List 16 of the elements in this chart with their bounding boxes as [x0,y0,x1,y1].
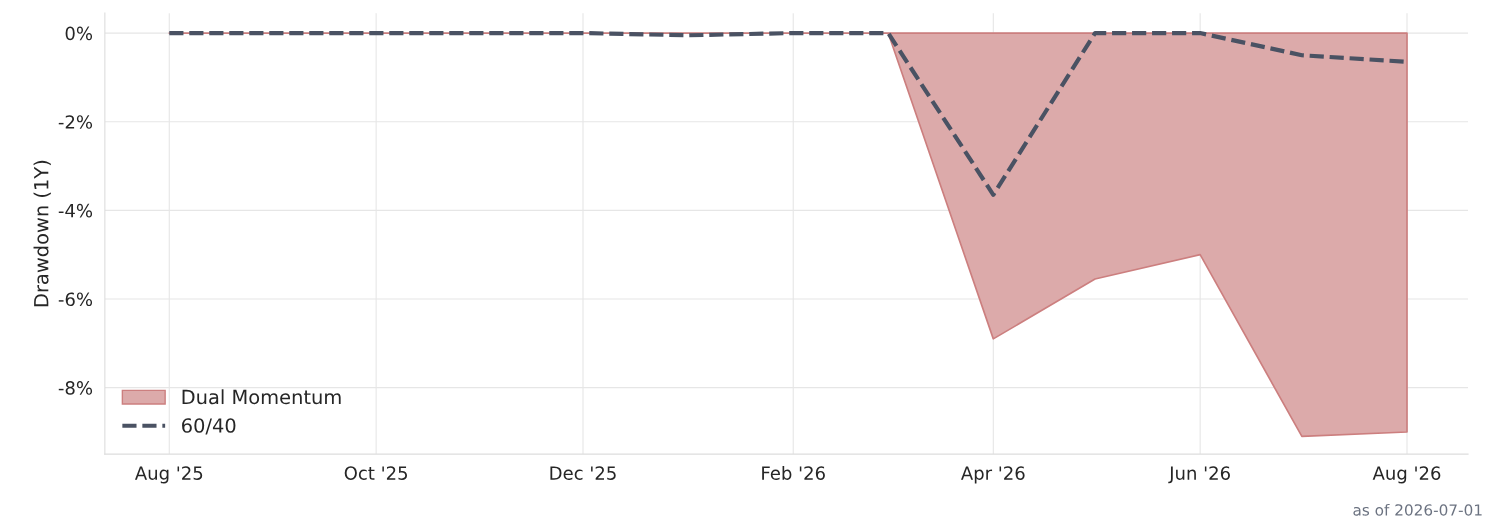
legend-label: Dual Momentum [182,389,341,405]
y-tick-label: 0% [65,26,93,41]
y-tick-label: -2% [58,115,93,129]
legend-label: 60/40 [182,418,236,435]
x-tick-label: Aug '25 [134,466,203,484]
x-tick-label: Aug '26 [1372,466,1441,484]
y-tick-label: -6% [58,292,93,307]
text: as of 2026-07-01 [1353,503,1482,516]
y-tick-label: -8% [58,381,93,395]
x-tick-label: Oct '25 [344,466,408,480]
x-tick-label: Jun '26 [1168,466,1230,484]
x-tick-label: Feb '26 [762,465,825,480]
y-axis-title: Drawdown (1Y) [33,160,51,307]
y-tick-label: -4% [58,203,93,218]
x-tick-label: Apr '26 [960,466,1025,484]
x-tick-label: Dec '25 [550,466,616,480]
